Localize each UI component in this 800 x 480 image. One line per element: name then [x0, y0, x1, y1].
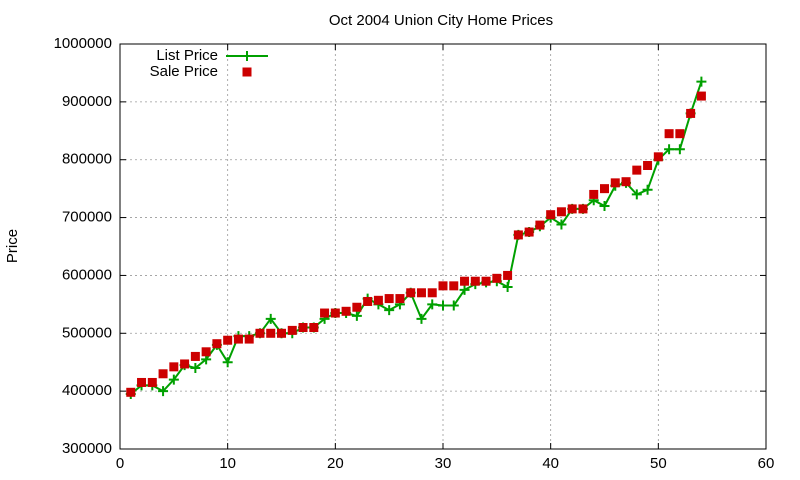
data-point [546, 210, 556, 220]
data-point [416, 313, 427, 324]
data-point [459, 284, 470, 295]
plot-frame [119, 43, 767, 450]
data-point [298, 323, 308, 332]
data-point [352, 302, 362, 312]
y-tick-label: 400000 [62, 382, 112, 399]
data-point [395, 294, 405, 304]
data-point [416, 288, 426, 298]
data-point [621, 177, 631, 187]
legend-marker [242, 67, 252, 77]
data-point [674, 144, 685, 155]
data-point [406, 288, 416, 298]
data-point [201, 347, 211, 357]
y-tick-label: 800000 [62, 151, 112, 168]
data-point [686, 108, 696, 118]
data-point [373, 295, 383, 305]
data-point [589, 189, 599, 199]
data-point [664, 144, 675, 155]
data-point [277, 328, 286, 338]
data-point [524, 227, 534, 237]
data-point [427, 299, 438, 310]
data-point [168, 374, 179, 385]
x-tick-label: 40 [542, 455, 559, 472]
data-point [643, 161, 653, 170]
series-line [130, 81, 703, 395]
data-point [438, 281, 448, 291]
data-point [535, 220, 545, 230]
data-point [503, 270, 513, 280]
data-point [222, 357, 233, 368]
data-point [158, 369, 168, 379]
x-tick-label: 50 [650, 455, 667, 472]
data-point [341, 306, 351, 316]
legend-marker [242, 51, 252, 61]
data-point [470, 276, 480, 286]
data-point [696, 76, 707, 87]
data-point [384, 305, 395, 316]
data-point [351, 310, 362, 321]
y-axis-label: Price [4, 229, 21, 263]
data-point [266, 328, 276, 338]
data-point [513, 230, 523, 240]
data-point [363, 296, 373, 306]
y-tick-label: 500000 [62, 324, 112, 341]
data-point [642, 184, 653, 195]
data-point [137, 377, 147, 387]
data-point [384, 294, 394, 304]
x-tick-label: 10 [219, 455, 236, 472]
data-point [233, 334, 243, 344]
x-tick-label: 0 [116, 455, 124, 472]
data-point [449, 281, 459, 291]
y-tick-label: 600000 [62, 266, 112, 283]
data-point [556, 219, 567, 230]
data-point [330, 308, 340, 318]
chart-title: Oct 2004 Union City Home Prices [329, 12, 553, 29]
y-tick-label: 300000 [62, 440, 112, 457]
y-tick-label: 1000000 [54, 35, 112, 52]
data-point [664, 129, 674, 139]
x-tick-label: 20 [327, 455, 344, 472]
data-point [610, 178, 620, 188]
data-point [448, 300, 459, 311]
data-point [180, 359, 190, 369]
data-point [320, 308, 330, 318]
data-point [427, 288, 437, 298]
data-point [212, 339, 222, 349]
data-point [696, 91, 706, 101]
data-point [223, 335, 233, 345]
data-point [309, 323, 319, 332]
x-tick-label: 60 [758, 455, 775, 472]
data-point [126, 387, 136, 397]
legend-label: Sale Price [150, 63, 218, 80]
data-point [631, 189, 642, 200]
data-point [600, 184, 609, 194]
data-point [599, 201, 610, 211]
data-point [287, 325, 297, 335]
data-point [169, 362, 179, 372]
y-tick-label: 900000 [62, 93, 112, 110]
data-point [190, 351, 200, 361]
data-point [147, 377, 157, 387]
data-point [190, 363, 201, 373]
data-point [567, 204, 577, 214]
data-point [675, 129, 685, 139]
data-point [578, 204, 588, 214]
data-point [158, 386, 169, 397]
data-point [502, 282, 513, 292]
data-point [265, 313, 276, 324]
x-tick-label: 30 [435, 455, 452, 472]
data-point [460, 276, 470, 286]
data-point [255, 328, 265, 338]
legend-label: List Price [156, 47, 218, 64]
data-point [438, 300, 448, 311]
data-point [244, 334, 254, 344]
data-point [492, 273, 502, 283]
data-point [556, 207, 566, 217]
data-point [481, 276, 491, 286]
data-point [653, 152, 663, 162]
y-tick-label: 700000 [62, 209, 112, 226]
data-point [632, 165, 642, 175]
